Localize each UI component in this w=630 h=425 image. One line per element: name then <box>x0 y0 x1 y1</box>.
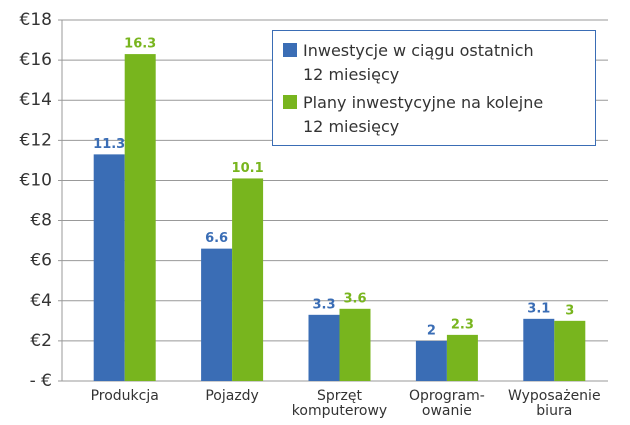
y-tick-label: €16 <box>20 50 52 70</box>
bar <box>124 54 156 381</box>
y-tick-label: €12 <box>20 130 52 150</box>
legend-label: Inwestycje w ciągu ostatnich 12 miesięcy <box>303 41 534 84</box>
legend-label: Plany inwestycyjne na kolejne 12 miesięc… <box>303 93 544 136</box>
x-tick-label: Pojazdy <box>205 388 259 404</box>
y-tick-label: €18 <box>20 10 52 30</box>
value-label: 3.1 <box>527 301 550 316</box>
legend-swatch <box>283 95 297 109</box>
value-label: 16.3 <box>124 37 156 52</box>
y-tick-label: €8 <box>30 211 52 231</box>
value-label: 6.6 <box>205 231 228 246</box>
x-tick-label: Produkcja <box>90 388 159 404</box>
value-label: 3 <box>565 303 574 318</box>
bar <box>415 340 447 381</box>
value-label: 11.3 <box>93 137 125 152</box>
bar <box>93 154 125 381</box>
value-label: 2.3 <box>451 317 474 332</box>
x-tick-label: Sprzęt komputerowy <box>291 388 388 419</box>
value-label: 3.6 <box>343 291 366 306</box>
bar <box>232 178 264 381</box>
y-tick-label: €4 <box>30 291 52 311</box>
y-tick-label: €14 <box>20 90 52 110</box>
bar <box>308 314 340 381</box>
value-label: 10.1 <box>232 161 264 176</box>
legend-item: Inwestycje w ciągu ostatnich 12 miesięcy <box>283 39 585 87</box>
legend-swatch <box>283 43 297 57</box>
value-label: 2 <box>427 323 436 338</box>
bar <box>339 308 371 381</box>
y-tick-label: €10 <box>20 170 52 190</box>
bar <box>446 334 478 381</box>
y-tick-label: €2 <box>30 331 52 351</box>
x-tick-label: Wyposażenie biura <box>508 388 601 419</box>
y-tick-label: - € <box>30 371 52 391</box>
x-tick-label: Oprogram- owanie <box>408 388 485 419</box>
y-tick-label: €6 <box>30 251 52 271</box>
bar <box>523 318 555 381</box>
value-label: 3.3 <box>312 297 335 312</box>
bar <box>554 320 586 381</box>
bar <box>201 248 233 381</box>
legend-item: Plany inwestycyjne na kolejne 12 miesięc… <box>283 91 585 139</box>
legend: Inwestycje w ciągu ostatnich 12 miesięcy… <box>272 30 596 146</box>
